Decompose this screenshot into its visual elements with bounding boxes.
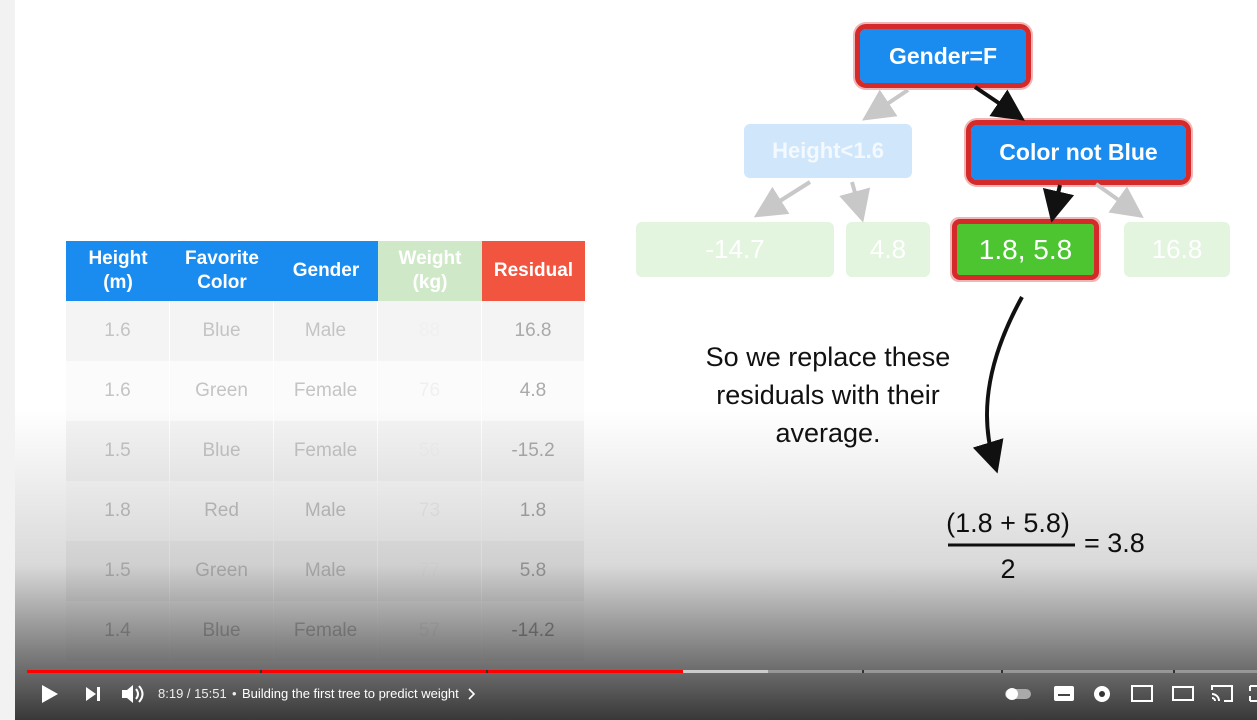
tree-leaf: 4.8 xyxy=(846,222,930,277)
theater-button[interactable] xyxy=(1172,686,1194,701)
tree-leaf: 16.8 xyxy=(1124,222,1230,277)
table-cell: Blue xyxy=(170,301,274,361)
formula-numerator: (1.8 + 5.8) xyxy=(946,508,1070,538)
tree-node-right: Color not Blue xyxy=(966,120,1191,185)
side-strip xyxy=(0,0,15,720)
table-header: Gender xyxy=(274,241,378,301)
table-cell: Male xyxy=(274,301,378,361)
tree-leaf: 1.8, 5.8 xyxy=(952,219,1099,280)
cast-button[interactable] xyxy=(1211,685,1233,702)
tree-leaf: -14.7 xyxy=(636,222,834,277)
table-cell: 16.8 xyxy=(482,301,585,361)
play-button[interactable] xyxy=(42,685,58,703)
formula-result: = 3.8 xyxy=(1084,528,1145,558)
chapter-chevron[interactable] xyxy=(468,688,476,700)
table-cell: 1.6 xyxy=(66,301,170,361)
progress-played xyxy=(27,670,683,673)
miniplayer-button[interactable] xyxy=(1131,685,1153,702)
autoplay-toggle[interactable] xyxy=(1005,688,1031,700)
progress-track[interactable] xyxy=(27,670,1257,673)
table-header: Residual xyxy=(482,241,585,301)
next-button[interactable] xyxy=(86,687,100,701)
tree-node-left: Height<1.6 xyxy=(744,124,912,178)
captions-button[interactable] xyxy=(1054,686,1074,701)
table-cell: 88 xyxy=(378,301,482,361)
tree-root: Gender=F xyxy=(855,24,1031,88)
formula-denominator: 2 xyxy=(1000,554,1016,584)
table-header: Height (m) xyxy=(66,241,170,301)
gray-arrows xyxy=(753,88,1144,223)
separator: • xyxy=(232,686,237,701)
caption: So we replace these residuals with their… xyxy=(705,342,951,448)
settings-button[interactable] xyxy=(1094,686,1110,702)
table-header: Weight (kg) xyxy=(378,241,482,301)
fullscreen-button[interactable] xyxy=(1249,685,1257,702)
player-controls xyxy=(42,685,1257,703)
chapter-title[interactable]: Building the first tree to predict weigh… xyxy=(242,686,459,701)
table-header: Favorite Color xyxy=(170,241,274,301)
time-display: 8:19 / 15:51 xyxy=(158,686,227,701)
volume-button[interactable] xyxy=(122,685,144,703)
